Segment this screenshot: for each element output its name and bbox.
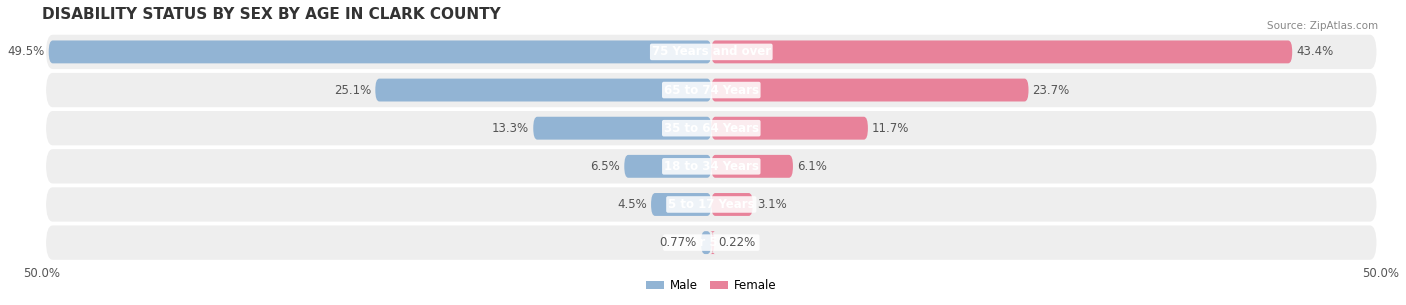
Text: 49.5%: 49.5% xyxy=(7,45,45,58)
FancyBboxPatch shape xyxy=(702,231,711,254)
Text: 0.77%: 0.77% xyxy=(659,236,697,249)
FancyBboxPatch shape xyxy=(375,79,711,102)
Text: 0.22%: 0.22% xyxy=(718,236,755,249)
Text: 5 to 17 Years: 5 to 17 Years xyxy=(668,198,755,211)
Text: 65 to 74 Years: 65 to 74 Years xyxy=(664,84,759,97)
Legend: Male, Female: Male, Female xyxy=(641,274,780,297)
Text: 4.5%: 4.5% xyxy=(617,198,647,211)
FancyBboxPatch shape xyxy=(49,41,711,63)
FancyBboxPatch shape xyxy=(711,193,752,216)
Text: Under 5 Years: Under 5 Years xyxy=(665,236,758,249)
Text: 18 to 34 Years: 18 to 34 Years xyxy=(664,160,759,173)
FancyBboxPatch shape xyxy=(711,117,868,140)
Text: 25.1%: 25.1% xyxy=(335,84,371,97)
FancyBboxPatch shape xyxy=(651,193,711,216)
Text: 23.7%: 23.7% xyxy=(1032,84,1070,97)
Text: 75 Years and over: 75 Years and over xyxy=(652,45,770,58)
Text: Source: ZipAtlas.com: Source: ZipAtlas.com xyxy=(1267,21,1378,31)
FancyBboxPatch shape xyxy=(46,111,1376,145)
FancyBboxPatch shape xyxy=(533,117,711,140)
Text: 43.4%: 43.4% xyxy=(1296,45,1333,58)
FancyBboxPatch shape xyxy=(711,79,1029,102)
FancyBboxPatch shape xyxy=(710,231,716,254)
Text: DISABILITY STATUS BY SEX BY AGE IN CLARK COUNTY: DISABILITY STATUS BY SEX BY AGE IN CLARK… xyxy=(42,7,501,22)
Text: 6.1%: 6.1% xyxy=(797,160,827,173)
FancyBboxPatch shape xyxy=(46,35,1376,69)
Text: 6.5%: 6.5% xyxy=(591,160,620,173)
FancyBboxPatch shape xyxy=(46,187,1376,222)
FancyBboxPatch shape xyxy=(711,41,1292,63)
Text: 3.1%: 3.1% xyxy=(756,198,786,211)
Text: 11.7%: 11.7% xyxy=(872,122,910,135)
FancyBboxPatch shape xyxy=(46,149,1376,184)
FancyBboxPatch shape xyxy=(46,73,1376,107)
FancyBboxPatch shape xyxy=(624,155,711,178)
Text: 35 to 64 Years: 35 to 64 Years xyxy=(664,122,759,135)
Text: 13.3%: 13.3% xyxy=(492,122,529,135)
FancyBboxPatch shape xyxy=(711,155,793,178)
FancyBboxPatch shape xyxy=(46,225,1376,260)
